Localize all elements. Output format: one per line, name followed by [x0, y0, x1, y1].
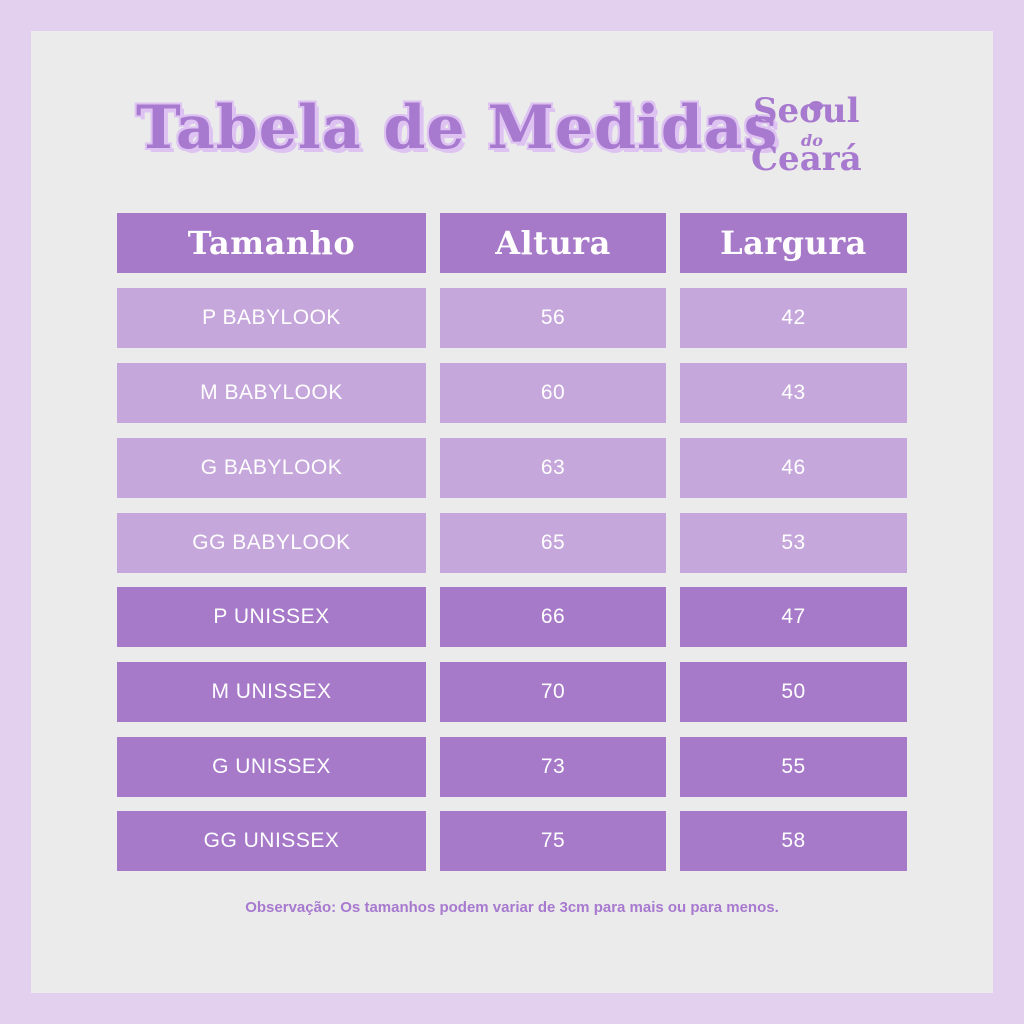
table-row: P UNISSEX 66 47 [117, 587, 907, 647]
table-row: M BABYLOOK 60 43 [117, 363, 907, 423]
largura-cell: 53 [680, 513, 907, 573]
largura-cell: 42 [680, 288, 907, 348]
table-row: G BABYLOOK 63 46 [117, 438, 907, 498]
size-cell: GG BABYLOOK [117, 513, 426, 573]
observation-note: Observação: Os tamanhos podem variar de … [245, 899, 779, 916]
largura-cell: 47 [680, 587, 907, 647]
largura-cell: 43 [680, 363, 907, 423]
size-cell: G BABYLOOK [117, 438, 426, 498]
largura-cell: 58 [680, 811, 907, 871]
table-row: P BABYLOOK 56 42 [117, 288, 907, 348]
table-row: M UNISSEX 70 50 [117, 662, 907, 722]
altura-cell: 56 [440, 288, 666, 348]
largura-cell: 55 [680, 737, 907, 797]
largura-cell: 50 [680, 662, 907, 722]
logo-line-2: do [801, 131, 823, 150]
largura-cell: 46 [680, 438, 907, 498]
logo-line-3: Ceará [751, 139, 862, 179]
header-tamanho: Tamanho [117, 213, 426, 273]
logo-cloud-icon [809, 101, 823, 111]
size-cell: P UNISSEX [117, 587, 426, 647]
size-cell: P BABYLOOK [117, 288, 426, 348]
altura-cell: 73 [440, 737, 666, 797]
logo-line-1: Seoul [753, 91, 860, 131]
altura-cell: 75 [440, 811, 666, 871]
size-cell: G UNISSEX [117, 737, 426, 797]
table-row: GG UNISSEX 75 58 [117, 811, 907, 871]
table-row: GG BABYLOOK 65 53 [117, 513, 907, 573]
altura-cell: 70 [440, 662, 666, 722]
header-altura: Altura [440, 213, 666, 273]
table-row: G UNISSEX 73 55 [117, 737, 907, 797]
size-cell: M BABYLOOK [117, 363, 426, 423]
page-title: Tabela de Medidas [136, 93, 779, 163]
brand-logo: Seoul do Ceará [743, 89, 873, 189]
altura-cell: 66 [440, 587, 666, 647]
size-cell: M UNISSEX [117, 662, 426, 722]
header-largura: Largura [680, 213, 907, 273]
size-chart-card: Tabela de Medidas Seoul do Ceará Tamanho… [31, 31, 993, 993]
altura-cell: 63 [440, 438, 666, 498]
altura-cell: 65 [440, 513, 666, 573]
altura-cell: 60 [440, 363, 666, 423]
table-header-row: Tamanho Altura Largura [117, 213, 907, 273]
size-cell: GG UNISSEX [117, 811, 426, 871]
